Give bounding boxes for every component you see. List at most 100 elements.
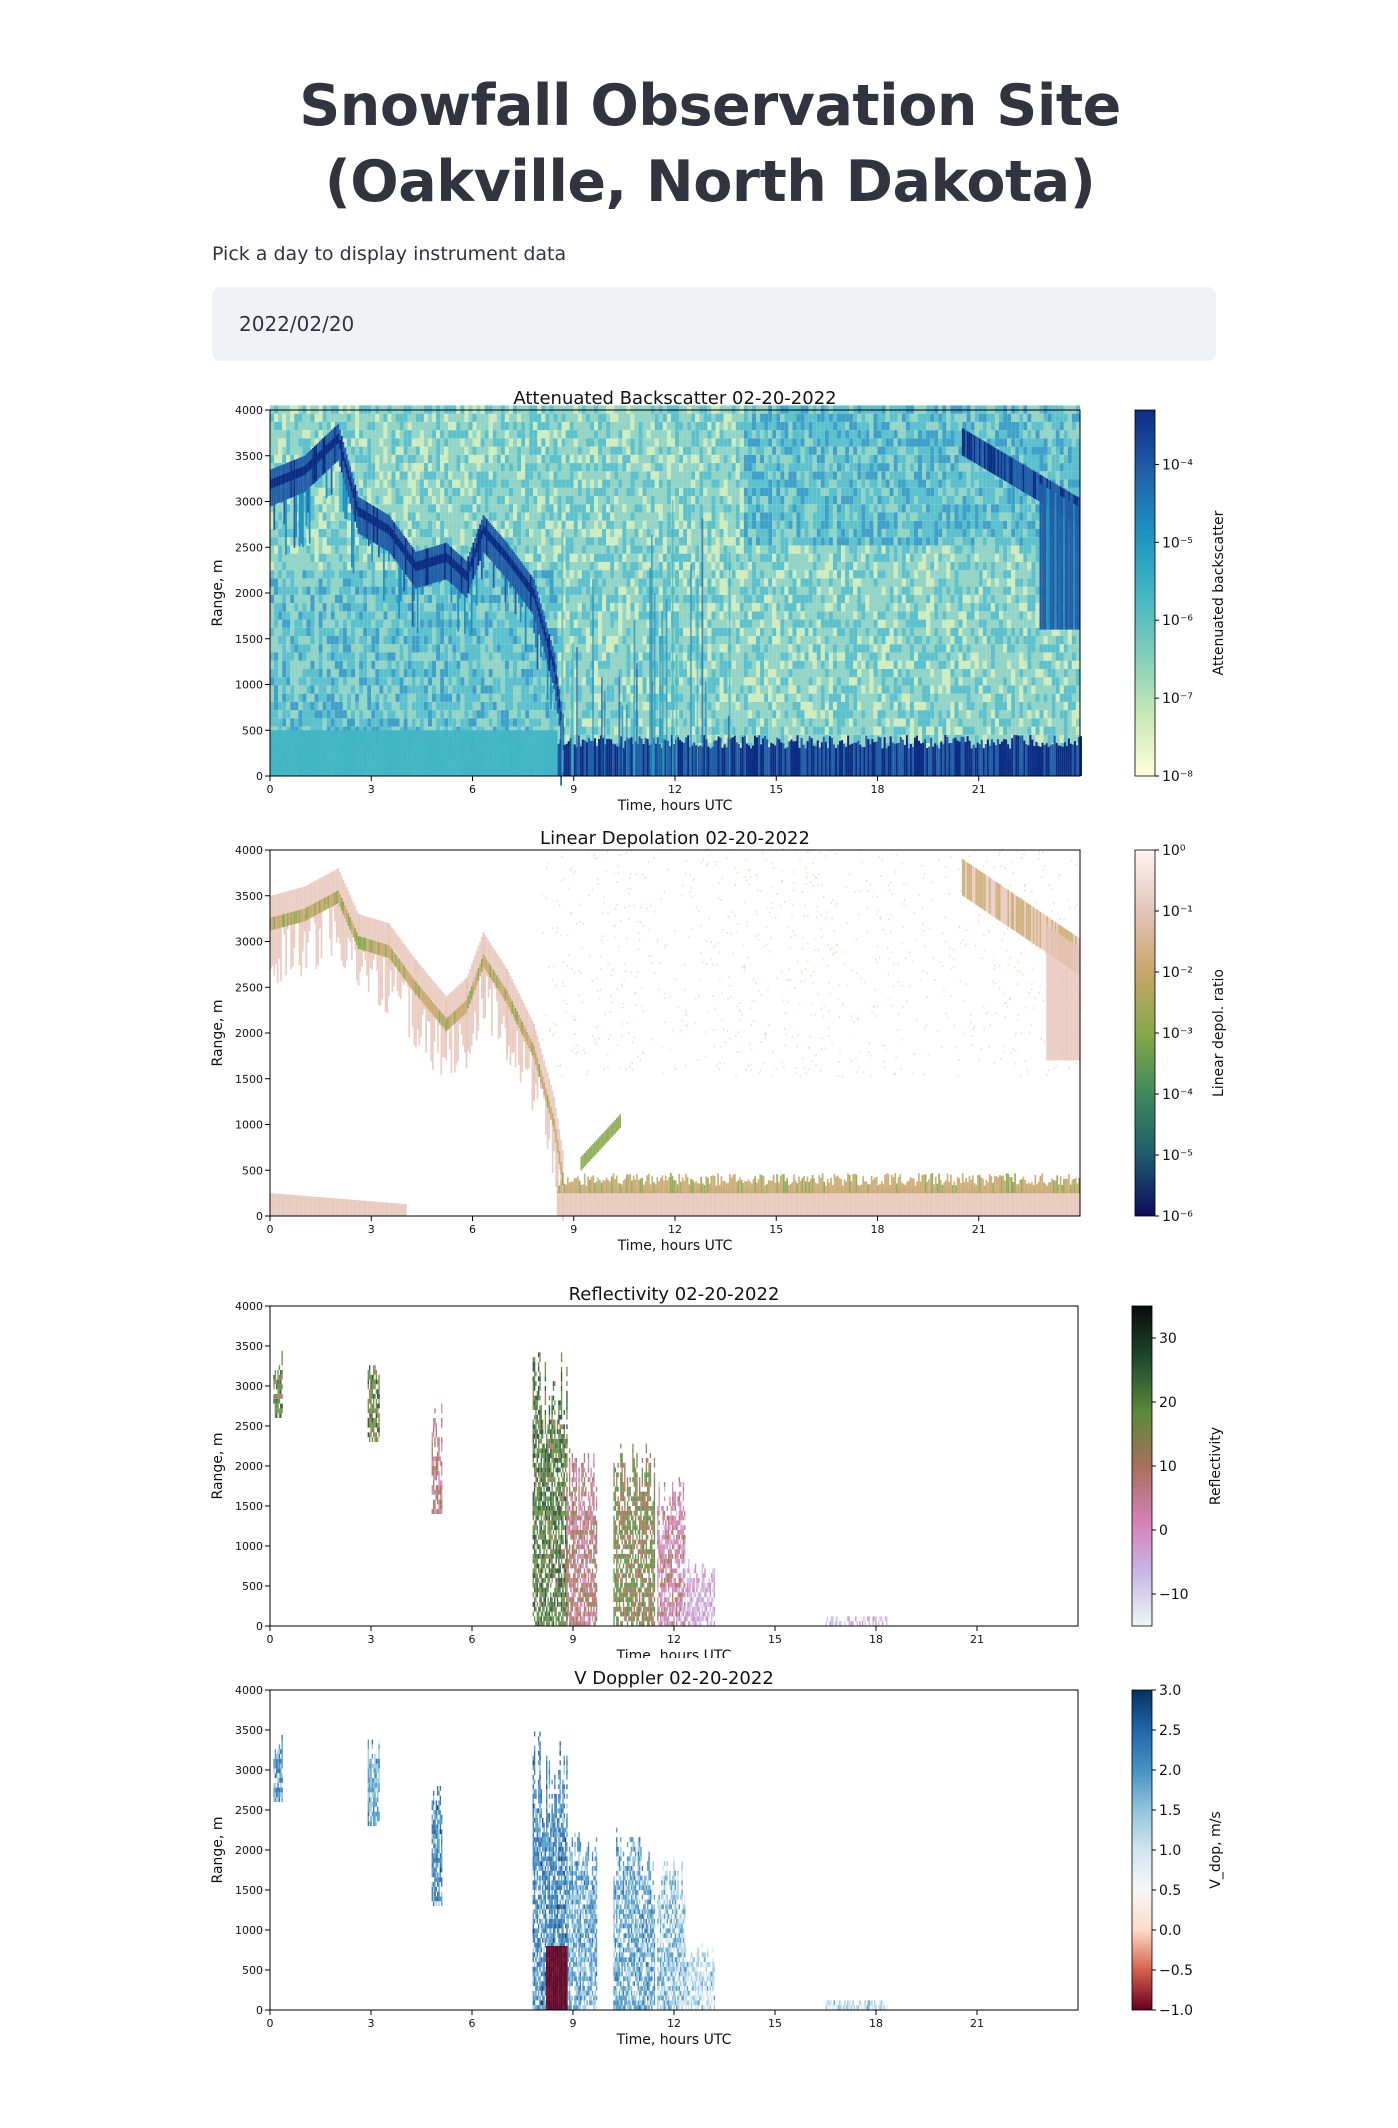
colorbar-tick-label: 20 <box>1159 1395 1177 1411</box>
colorbar-label: Attenuated backscatter <box>1211 510 1227 675</box>
reflectivity-figure: Reflectivity 02-20-2022 0 3 6 9 12 15 18 21 0 500 1… <box>200 1282 1230 1658</box>
y-axis-label: Range, m <box>210 560 226 627</box>
colorbar-tick-label: −0.5 <box>1159 1963 1193 1979</box>
colorbar-tick-label: 0 <box>1159 1523 1168 1539</box>
x-axis-label: Time, hours UTC <box>617 798 733 814</box>
colorbar-label: Reflectivity <box>1208 1427 1224 1505</box>
chart-title: Linear Depolation 02-20-2022 <box>540 828 810 849</box>
x-axis-label: Time, hours UTC <box>616 1648 732 1658</box>
y-tick-label: 0 <box>256 1210 263 1223</box>
colorbar-label: Linear depol. ratio <box>1211 969 1227 1097</box>
y-tick-label: 1000 <box>235 679 263 692</box>
date-picker-label: Pick a day to display instrument data <box>212 243 567 265</box>
y-tick-label: 2500 <box>235 1804 263 1817</box>
colorbar-tick-label: 10⁻⁵ <box>1162 535 1193 551</box>
colorbar-tick-label: 10⁻⁸ <box>1162 769 1193 785</box>
backscatter-figure: Attenuated Backscatter 02-20-2022 0 3 6 9 12 1… <box>200 386 1230 818</box>
heatmap-field <box>270 405 1083 786</box>
y-tick-label: 1000 <box>235 1119 263 1132</box>
x-tick-label: 9 <box>570 1223 577 1236</box>
y-tick-label: 3500 <box>235 1340 263 1353</box>
x-tick-label: 0 <box>267 783 274 796</box>
y-tick-label: 1000 <box>235 1924 263 1937</box>
x-tick-label: 3 <box>368 2017 375 2030</box>
x-tick-label: 12 <box>668 783 682 796</box>
x-tick-label: 18 <box>871 783 885 796</box>
page-title: Snowfall Observation Site (Oakville, Nor… <box>299 73 1121 215</box>
heatmap-field <box>270 848 1082 1221</box>
colorbar-tick-label: 10⁻⁴ <box>1162 457 1193 473</box>
colorbar-tick-label: 2.5 <box>1159 1723 1181 1739</box>
y-tick-label: 1500 <box>235 1500 263 1513</box>
date-picker-input[interactable]: 2022/02/20 <box>212 287 1216 361</box>
chart-title: Attenuated Backscatter 02-20-2022 <box>513 388 836 409</box>
heatmap-field <box>273 1350 888 1626</box>
y-tick-label: 3500 <box>235 450 263 463</box>
y-tick-label: 1000 <box>235 1540 263 1553</box>
x-tick-label: 21 <box>970 1633 984 1646</box>
y-tick-label: 2500 <box>235 541 263 554</box>
colorbar-tick-label: 10 <box>1159 1459 1177 1475</box>
x-tick-label: 15 <box>768 2017 782 2030</box>
colorbar-tick-label: −10 <box>1159 1587 1189 1603</box>
colorbar <box>1134 849 1156 1217</box>
colorbar <box>1131 1689 1153 2011</box>
y-tick-label: 1500 <box>235 1884 263 1897</box>
colorbar-tick-label: 10⁻¹ <box>1162 904 1193 920</box>
y-tick-label: 1500 <box>235 633 263 646</box>
x-tick-label: 6 <box>469 783 476 796</box>
colorbar <box>1131 1305 1153 1627</box>
colorbar-tick-label: 0.5 <box>1159 1883 1181 1899</box>
y-tick-label: 2000 <box>235 1460 263 1473</box>
y-tick-label: 1500 <box>235 1073 263 1086</box>
colorbar-tick-label: 10⁻⁵ <box>1162 1148 1193 1164</box>
x-tick-label: 6 <box>469 1633 476 1646</box>
depolarization-chart: Linear Depolation 02-20-2022 0 3 6 9 12 15 18 21… <box>210 828 1227 1254</box>
x-tick-label: 18 <box>869 2017 883 2030</box>
x-tick-label: 9 <box>570 2017 577 2030</box>
doppler-chart: V Doppler 02-20-2022 0 3 6 9 12 15 18 21 0 500 1000… <box>210 1668 1224 2048</box>
x-tick-label: 6 <box>469 1223 476 1236</box>
y-tick-label: 500 <box>242 724 263 737</box>
y-axis-label: Range, m <box>210 1000 226 1067</box>
x-tick-label: 9 <box>570 1633 577 1646</box>
x-tick-label: 3 <box>368 1223 375 1236</box>
colorbar-tick-label: 10⁻⁴ <box>1162 1087 1193 1103</box>
y-tick-label: 2500 <box>235 981 263 994</box>
x-tick-label: 9 <box>570 783 577 796</box>
colorbar-tick-label: −1.0 <box>1159 2003 1193 2019</box>
y-tick-label: 500 <box>242 1580 263 1593</box>
plot-area <box>270 1690 1078 2010</box>
y-tick-label: 3500 <box>235 890 263 903</box>
y-tick-label: 0 <box>256 1620 263 1633</box>
colorbar-tick-label: 30 <box>1159 1331 1177 1347</box>
depolarization-figure: Linear Depolation 02-20-2022 0 3 6 9 12 15 18 21… <box>200 826 1230 1258</box>
y-tick-label: 500 <box>242 1164 263 1177</box>
colorbar-tick-label: 3.0 <box>1159 1683 1181 1699</box>
x-tick-label: 0 <box>267 2017 274 2030</box>
y-tick-label: 4000 <box>235 1300 263 1313</box>
x-tick-label: 3 <box>368 1633 375 1646</box>
colorbar-tick-label: 10⁻⁶ <box>1162 613 1193 629</box>
x-tick-label: 12 <box>668 1223 682 1236</box>
y-tick-label: 2000 <box>235 1844 263 1857</box>
x-tick-label: 21 <box>972 1223 986 1236</box>
y-tick-label: 3000 <box>235 1764 263 1777</box>
chart-title: Reflectivity 02-20-2022 <box>569 1284 780 1305</box>
y-tick-label: 3000 <box>235 1380 263 1393</box>
x-tick-label: 6 <box>469 2017 476 2030</box>
reflectivity-chart: Reflectivity 02-20-2022 0 3 6 9 12 15 18 21 0 500 1… <box>210 1284 1224 1658</box>
colorbar-tick-label: 0.0 <box>1159 1923 1181 1939</box>
y-tick-label: 2500 <box>235 1420 263 1433</box>
y-tick-label: 500 <box>242 1964 263 1977</box>
x-tick-label: 15 <box>768 1633 782 1646</box>
colorbar-tick-label: 10⁻⁶ <box>1162 1209 1193 1225</box>
x-tick-label: 21 <box>970 2017 984 2030</box>
y-tick-label: 4000 <box>235 844 263 857</box>
y-tick-label: 0 <box>256 2004 263 2017</box>
y-axis-label: Range, m <box>210 1817 226 1884</box>
x-tick-label: 21 <box>972 783 986 796</box>
y-tick-label: 4000 <box>235 1684 263 1697</box>
x-axis-label: Time, hours UTC <box>617 1238 733 1254</box>
colorbar-tick-label: 10⁻³ <box>1162 1026 1193 1042</box>
